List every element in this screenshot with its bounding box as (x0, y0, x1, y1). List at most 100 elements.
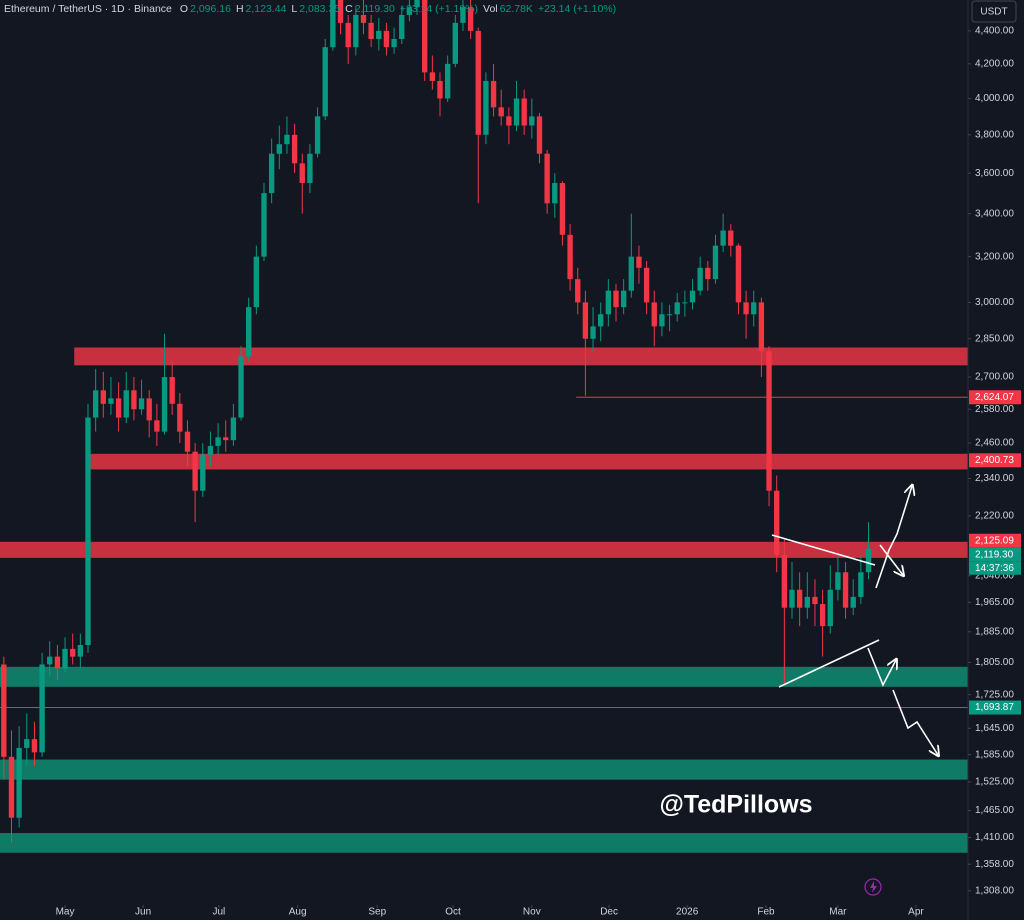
candle-body (307, 153, 313, 184)
y-tick-label: 4,400.00 (975, 26, 1014, 37)
candle-body (154, 420, 160, 432)
candle-body (1, 664, 7, 757)
candle-body (223, 437, 229, 441)
change: +23.14 (+1.10%) (399, 3, 479, 15)
candle-body (598, 314, 604, 327)
y-tick-label: 2,850.00 (975, 333, 1014, 344)
x-tick-label: Mar (829, 907, 847, 918)
lightning-icon (864, 878, 882, 896)
y-tick-label: 1,465.00 (975, 805, 1014, 816)
candle-body (659, 314, 665, 327)
candle-body (39, 664, 45, 753)
currency-box[interactable] (971, 0, 1017, 23)
x-tick-label: Oct (445, 907, 461, 918)
y-tick-label: 1,585.00 (975, 749, 1014, 760)
candle-body (207, 445, 214, 455)
zone (0, 759, 968, 780)
y-tick-label: 3,400.00 (975, 208, 1014, 219)
arrow (867, 647, 896, 687)
candle-body (391, 38, 397, 48)
candle-body (789, 589, 795, 608)
zone (88, 453, 968, 470)
y-tick-label: 2,220.00 (975, 510, 1014, 521)
price-label: 2,125.09 (975, 535, 1014, 546)
y-tick-label: 2,700.00 (975, 372, 1014, 383)
ohlc-name: H (235, 3, 244, 15)
candle-body (376, 30, 382, 39)
countdown-box (969, 561, 1021, 575)
candle-body (314, 116, 321, 154)
candle-body (353, 14, 359, 48)
candle-body (682, 302, 688, 304)
candle-body (781, 555, 788, 608)
trendline (778, 639, 880, 688)
candle-body (192, 451, 198, 491)
x-tick-label: Aug (289, 907, 307, 918)
candle-body (529, 116, 535, 126)
price-label: 1,693.87 (975, 702, 1014, 713)
candle-body (85, 417, 91, 646)
candle-body (628, 256, 634, 291)
x-tick-label: Feb (757, 907, 775, 918)
candle-body (460, 7, 466, 23)
candle-body (169, 377, 175, 404)
y-tick-label: 1,308.00 (975, 885, 1014, 896)
candle-body (858, 572, 864, 597)
currency[interactable]: USDT (980, 7, 1007, 18)
candle-body (177, 403, 183, 432)
candle-body (291, 134, 298, 164)
countdown: 14:37:36 (975, 563, 1014, 574)
candle-body (751, 302, 757, 315)
candle-body (108, 398, 114, 404)
y-tick-label: 3,600.00 (975, 168, 1014, 179)
candle-body (47, 656, 53, 665)
candle-body (284, 134, 290, 145)
candle-body (444, 63, 451, 99)
candle-body (467, 7, 474, 31)
y-tick-label: 4,000.00 (975, 93, 1014, 104)
arrow (875, 486, 912, 589)
candle-body (758, 302, 765, 352)
trend-drawings (771, 486, 938, 755)
candle-body (62, 648, 68, 669)
candle-body (498, 107, 504, 117)
price-label-box (969, 533, 1021, 548)
candle-body (268, 153, 275, 194)
candle-body (506, 116, 512, 126)
ohlc-value: 2,119.30 (354, 3, 395, 15)
price-label-box (969, 453, 1021, 468)
candle-body (299, 163, 305, 184)
price-label-box (969, 390, 1021, 405)
x-tick-label: Jun (135, 907, 151, 918)
candle-body (666, 314, 673, 316)
candle-body (835, 572, 841, 590)
candle-body (804, 596, 810, 608)
candle-body (567, 234, 573, 280)
candle-body (452, 22, 458, 64)
zone (0, 541, 968, 558)
x-tick-label: May (56, 907, 75, 918)
candle-body (123, 390, 129, 418)
zone (0, 833, 968, 853)
candle-body (819, 604, 826, 627)
candle-body (230, 417, 237, 441)
candle-body (475, 30, 481, 135)
candle-body (246, 307, 252, 357)
candle-body (842, 572, 849, 608)
candle-body (422, 0, 428, 73)
price-label: 2,119.30 (975, 549, 1014, 560)
candle-body (184, 431, 191, 452)
y-tick-label: 2,460.00 (975, 438, 1014, 449)
candle-body (322, 47, 328, 117)
x-tick-label: 2026 (676, 907, 699, 918)
candle-body (483, 80, 489, 135)
candle-body (774, 490, 780, 556)
y-tick-label: 1,965.00 (975, 597, 1014, 608)
candle-body (360, 14, 367, 23)
candle-body (582, 302, 589, 339)
watermark: @TedPillows (659, 791, 812, 819)
candle-body (575, 279, 581, 303)
candle-body (766, 351, 772, 491)
